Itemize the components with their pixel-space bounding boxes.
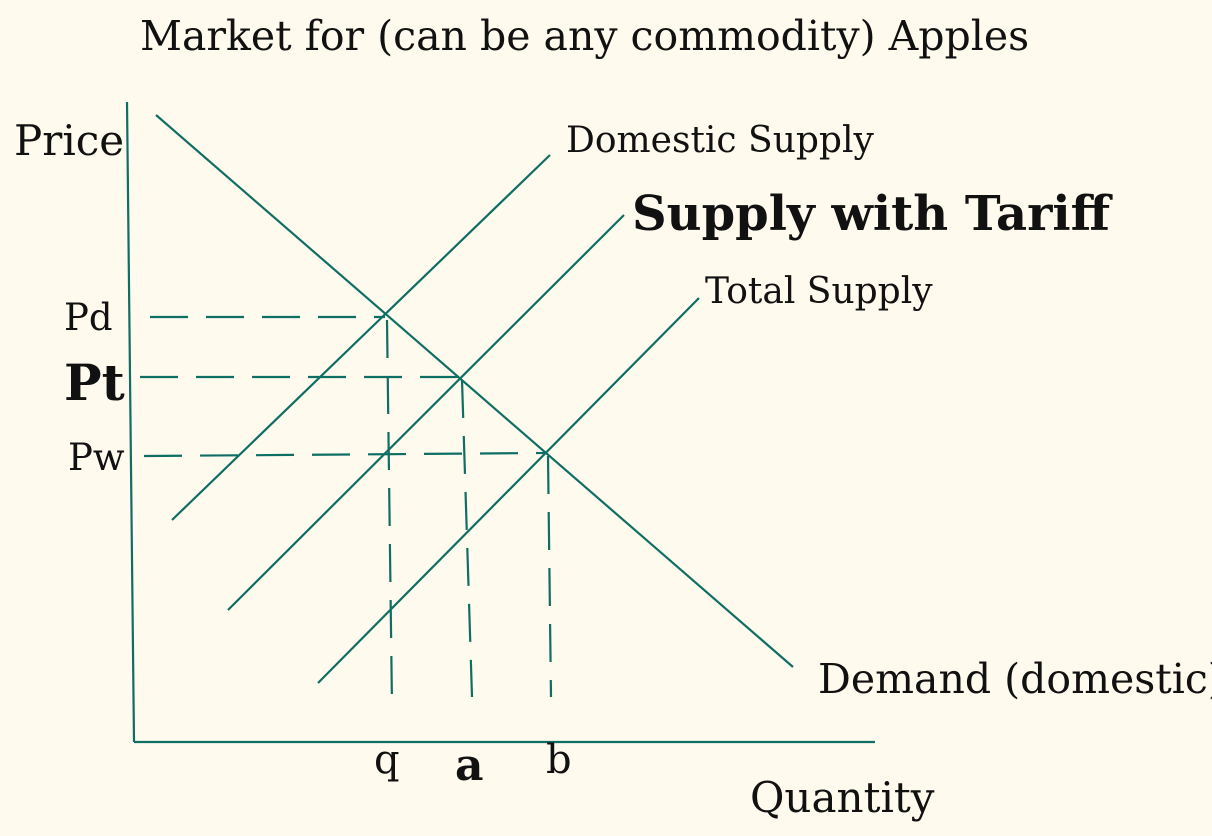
total-supply-curve — [317, 297, 700, 684]
b-label: b — [546, 737, 572, 783]
pd-label: Pd — [64, 296, 113, 339]
y-axis — [125, 101, 136, 743]
a-guide-line — [460, 379, 474, 698]
x-axis-label: Quantity — [750, 773, 935, 822]
total-supply-label: Total Supply — [705, 271, 933, 312]
pt-label: Pt — [64, 353, 125, 412]
pw-guide-line — [143, 451, 547, 458]
demand-label: Demand (domestic) — [818, 655, 1212, 703]
y-axis-label: Price — [14, 116, 124, 165]
q-guide-line — [385, 319, 394, 707]
pw-label: Pw — [68, 436, 125, 479]
diagram-title: Market for (can be any commodity) Apples — [140, 12, 1029, 60]
supply-with-tariff-label: Supply with Tariff — [632, 186, 1113, 242]
b-guide-line — [546, 455, 553, 698]
demand-curve — [155, 114, 794, 668]
q-label: q — [374, 737, 400, 783]
domestic-supply-curve — [171, 154, 551, 521]
domestic-supply-label: Domestic Supply — [566, 120, 874, 161]
supply-with-tariff-curve — [227, 214, 625, 611]
a-label: a — [455, 740, 484, 791]
